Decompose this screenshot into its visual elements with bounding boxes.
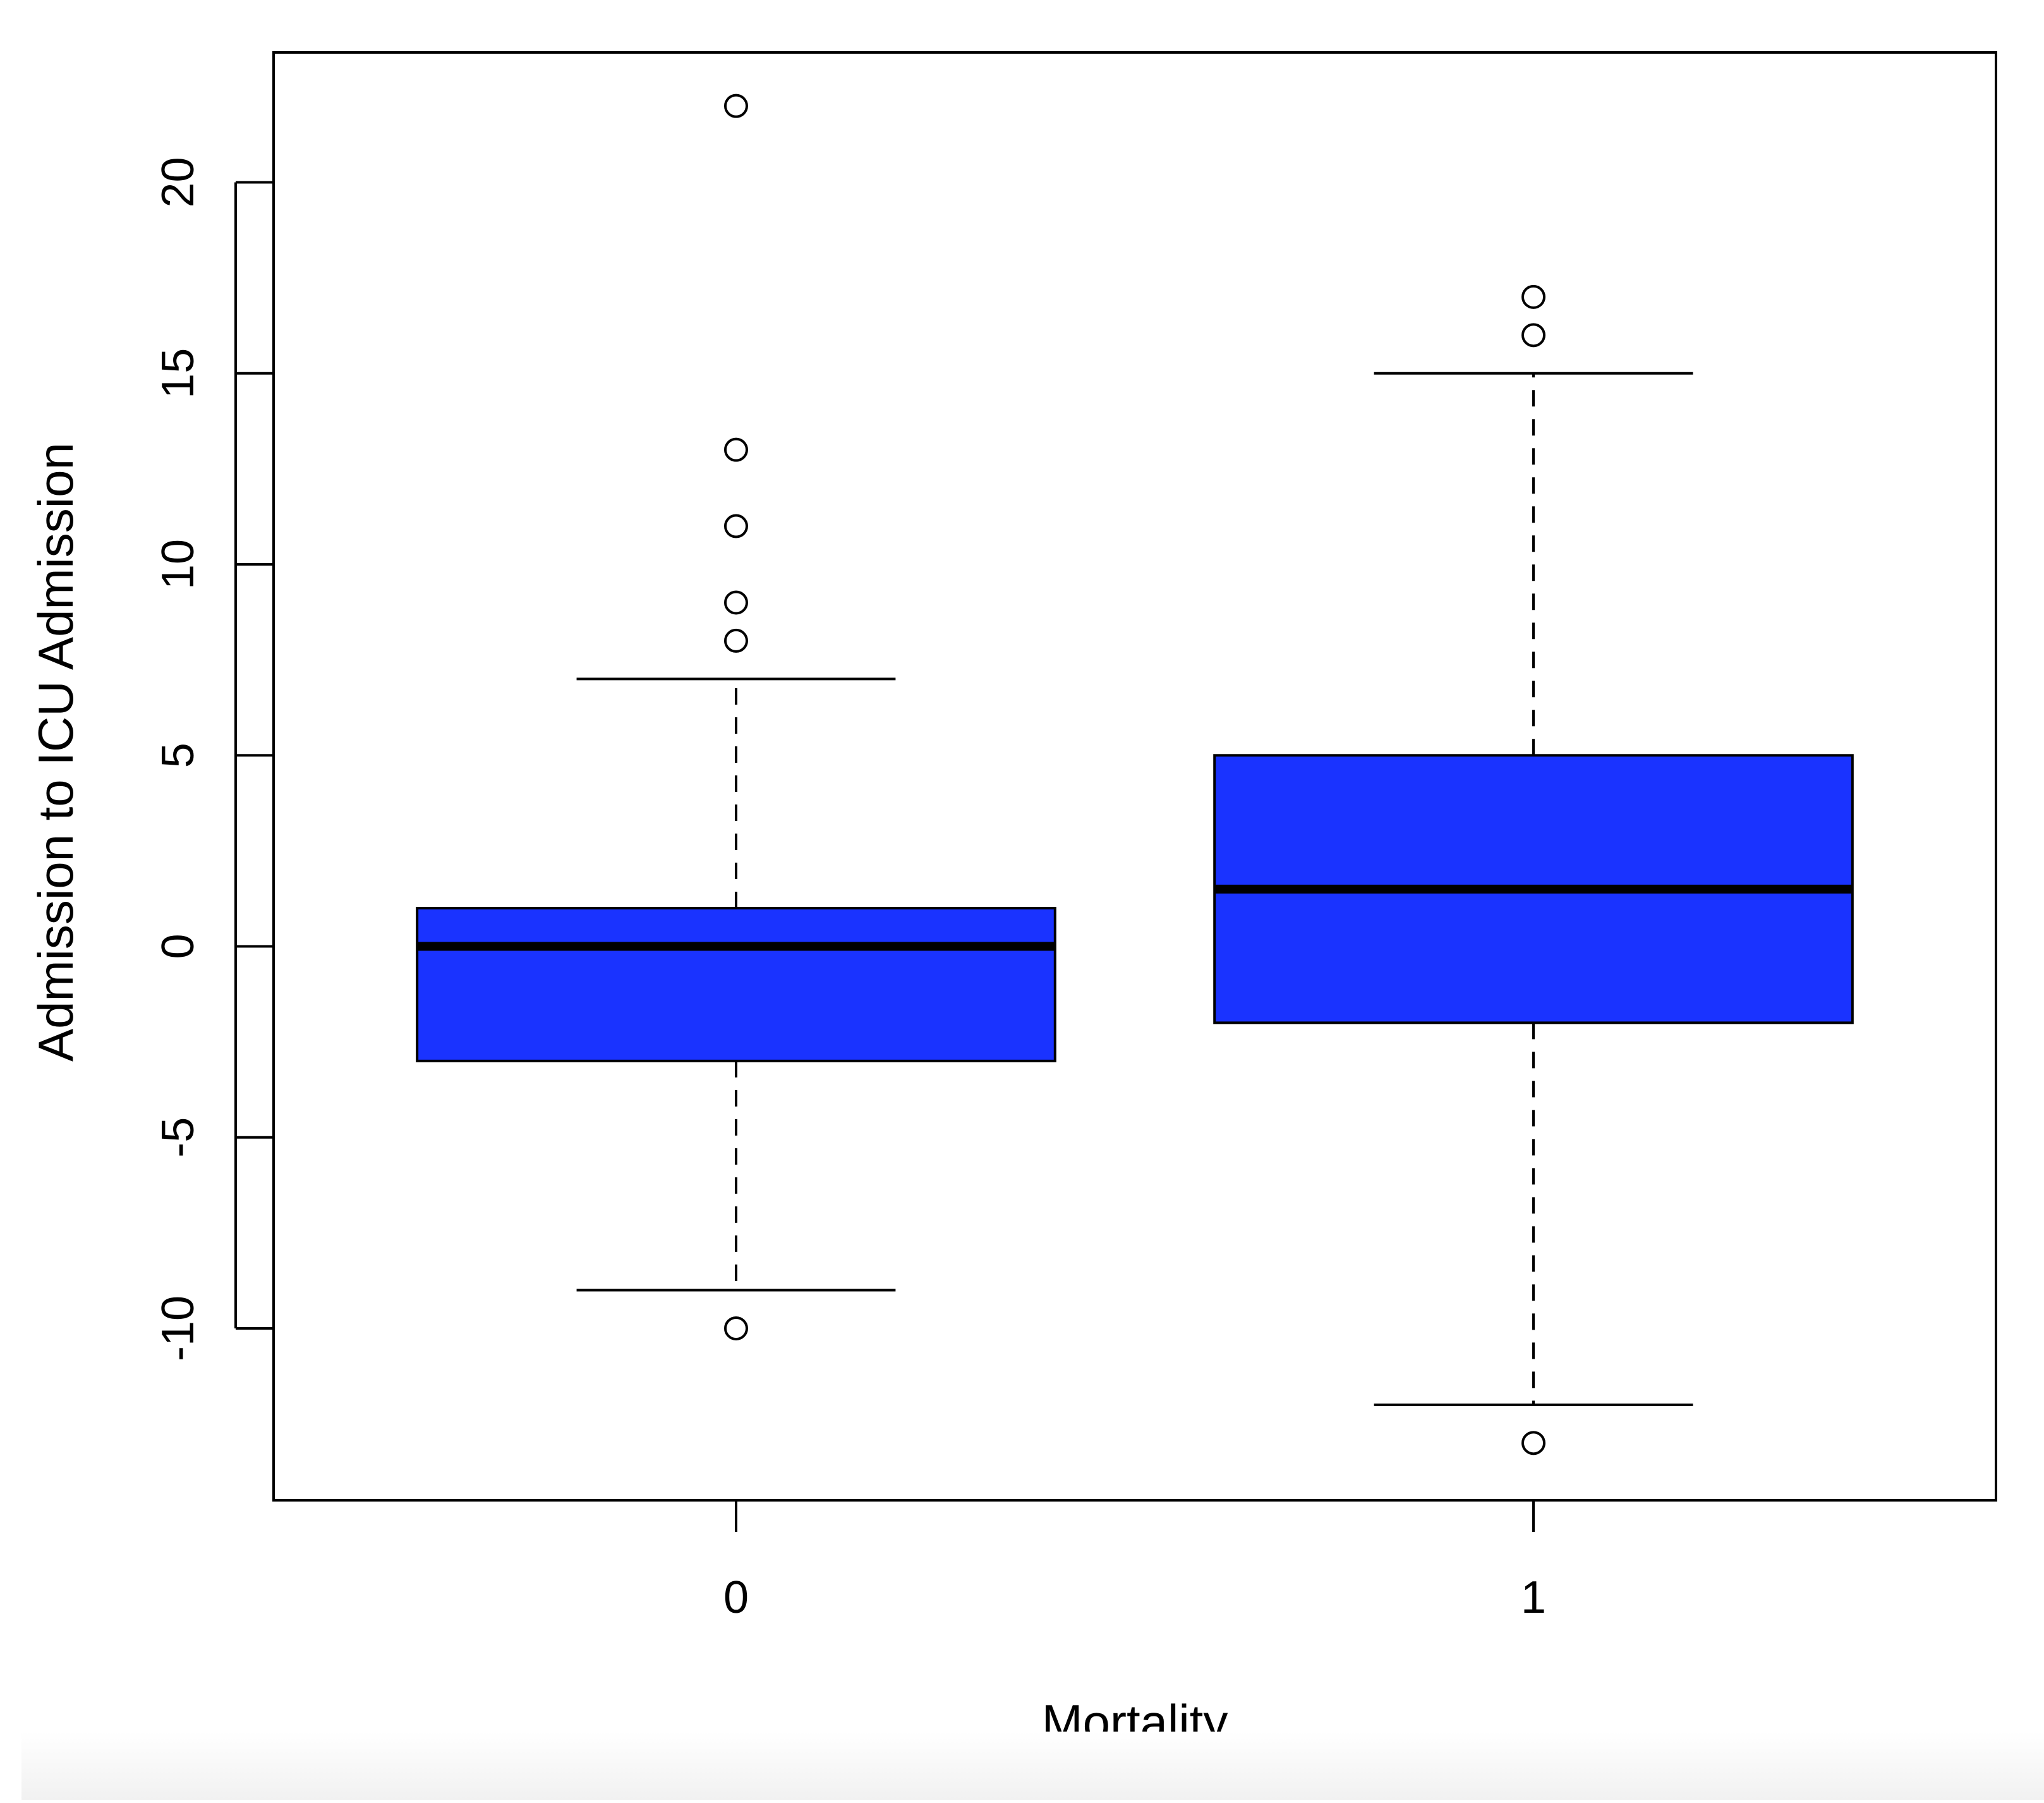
boxes-layer [416,94,1854,1455]
outlier-point [723,514,748,538]
outlier-point [1521,1431,1546,1455]
box-iqr [416,907,1056,1062]
plot-frame [272,51,1997,1502]
y-tick-label: 5 [153,743,203,768]
y-tick-label: 0 [153,933,203,959]
y-tick-label: 15 [153,348,203,399]
outlier-point [1521,284,1546,309]
y-tick-label: 10 [153,539,203,590]
y-tick-label: 20 [153,157,203,207]
outlier-point [723,1316,748,1340]
x-tick-label: 0 [723,1572,749,1623]
y-axis: -10 -5 0 5 10 15 20 [153,157,272,1361]
y-axis-label: Admission to ICU Admission [28,442,83,1062]
outlier-point [1521,323,1546,348]
box-group-1 [1213,284,1854,1455]
box-group-0 [416,94,1056,1340]
y-tick-label: -5 [153,1117,203,1158]
y-tick-label: -10 [153,1296,203,1361]
x-tick-label: 1 [1521,1572,1546,1623]
outlier-point [723,590,748,615]
bottom-strip [21,1732,2044,1800]
outlier-point [723,94,748,118]
outlier-point [723,437,748,462]
outlier-point [723,628,748,653]
